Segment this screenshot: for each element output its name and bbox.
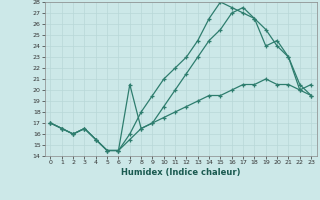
X-axis label: Humidex (Indice chaleur): Humidex (Indice chaleur) <box>121 168 241 177</box>
